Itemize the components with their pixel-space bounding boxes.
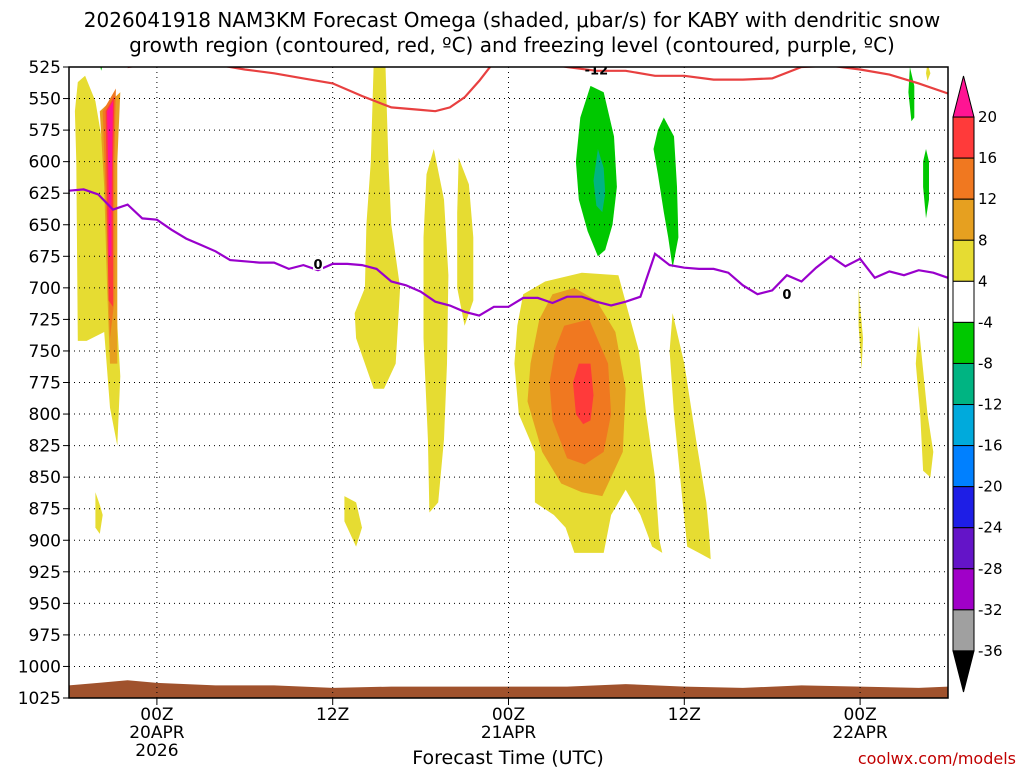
omega-region-17: [669, 313, 711, 560]
colorbar-bin-6: [952, 321, 975, 364]
colorbar-label-4: 4: [978, 272, 988, 290]
y-tick-label-750: 750: [29, 342, 61, 362]
colorbar-bin-0: [952, 75, 975, 118]
colorbar-bin-1: [952, 116, 975, 159]
freezing-level-label-bg-1: [781, 286, 792, 301]
terrain-layer: [69, 680, 948, 698]
colorbar-label-0: 20: [978, 108, 997, 126]
colorbar-bin-2: [952, 157, 975, 200]
omega-region-0: [74, 75, 121, 446]
colorbar-bin-10: [952, 486, 975, 529]
colorbar-bin-14: [952, 650, 975, 693]
colorbar-label-9: -20: [978, 478, 1003, 496]
freezing-level-label-1: 0: [782, 288, 791, 303]
omega-region-20: [926, 67, 931, 81]
x-axis-label: Forecast Time (UTC): [412, 747, 603, 768]
omega-region-4: [107, 101, 113, 257]
colorbar-bin-8: [952, 404, 975, 447]
colorbar-bin-3: [952, 198, 975, 241]
y-tick-label-600: 600: [29, 153, 61, 173]
colorbar-label-8: -16: [978, 437, 1003, 455]
omega-region-5: [95, 492, 103, 534]
colorbar-bin-11: [952, 527, 975, 570]
y-tick-label-525: 525: [29, 58, 61, 78]
colorbar-label-2: 12: [978, 190, 997, 208]
omega-region-8: [423, 149, 449, 513]
y-tick-label-700: 700: [29, 279, 61, 299]
x-tick-label-6-2: 2026: [135, 741, 178, 761]
colorbar-label-6: -8: [978, 354, 993, 372]
y-tick-label-625: 625: [29, 184, 61, 204]
freezing-level-label-bg-0: [313, 255, 324, 270]
omega-region-22: [923, 149, 929, 219]
x-tick-label-18-0: 12Z: [316, 705, 349, 725]
y-tick-label-1000: 1000: [18, 657, 61, 677]
colorbar-bin-13: [952, 609, 975, 652]
y-tick-label-975: 975: [29, 626, 61, 646]
y-tick-label-1025: 1025: [18, 689, 61, 709]
y-tick-label-775: 775: [29, 374, 61, 394]
omega-region-23: [100, 67, 103, 71]
y-tick-label-900: 900: [29, 531, 61, 551]
colorbar-label-12: -32: [978, 601, 1003, 619]
x-tick-label-42-0: 12Z: [668, 705, 701, 725]
y-axis-pressure: 525 550 575 600 625 650 675 700 725 750 775 800 825 8…: [18, 58, 69, 709]
dgz-contour-line: [127, 67, 948, 113]
colorbar-bin-7: [952, 362, 975, 406]
colorbar-bin-12: [952, 568, 975, 611]
omega-region-15: [593, 149, 606, 213]
omega-region-16: [653, 117, 679, 268]
x-tick-label-54-1: 22APR: [832, 723, 888, 743]
colorbar-bin-5: [952, 280, 975, 323]
y-tick-label-550: 550: [29, 90, 61, 110]
chart-title-line2: growth region (contoured, red, ºC) and f…: [129, 33, 895, 57]
y-tick-label-800: 800: [29, 405, 61, 425]
dgz-contour-label-0: -12: [585, 64, 609, 79]
chart-title-line1: 2026041918 NAM3KM Forecast Omega (shaded…: [84, 8, 940, 32]
contour-lines: -12 0 0: [69, 64, 948, 317]
y-tick-label-875: 875: [29, 500, 61, 520]
omega-region-18: [858, 287, 863, 370]
omega-region-19: [915, 325, 934, 478]
y-tick-label-575: 575: [29, 121, 61, 141]
colorbar-bin-4: [952, 239, 975, 282]
y-tick-label-925: 925: [29, 563, 61, 583]
colorbar-label-1: 16: [978, 149, 997, 167]
omega-region-6: [354, 67, 401, 389]
colorbar-bin-9: [952, 445, 975, 488]
x-tick-label-30-0: 00Z: [492, 705, 525, 725]
colorbar-label-3: 8: [978, 231, 988, 249]
freezing-level-line: [69, 188, 948, 317]
colorbar-label-10: -24: [978, 519, 1003, 537]
omega-region-13: [573, 363, 594, 425]
omega-shaded-regions: [74, 67, 934, 560]
dotted-grid: [69, 67, 948, 698]
site-credit: coolwx.com/models: [858, 749, 1016, 768]
terrain-fill: [69, 680, 948, 698]
y-tick-label-725: 725: [29, 310, 61, 330]
x-tick-label-6-0: 00Z: [140, 705, 173, 725]
plot-area: -12 0 0: [68, 64, 949, 699]
omega-region-21: [908, 67, 915, 122]
colorbar-label-7: -12: [978, 396, 1003, 414]
omega-region-9: [457, 157, 474, 326]
y-tick-label-825: 825: [29, 437, 61, 457]
colorbar-label-5: -4: [978, 313, 993, 331]
omega-region-7: [344, 496, 362, 547]
x-tick-label-54-0: 00Z: [843, 705, 876, 725]
x-tick-label-6-1: 20APR: [129, 723, 185, 743]
y-tick-label-650: 650: [29, 216, 61, 236]
freezing-level-label-0: 0: [314, 258, 323, 273]
colorbar-legend: 20 16 12 8 4 -4 -8 -12 -16 -20 -24 -28 -32 -36: [952, 75, 1003, 693]
x-tick-label-30-1: 21APR: [481, 723, 537, 743]
y-tick-label-850: 850: [29, 468, 61, 488]
y-tick-label-675: 675: [29, 247, 61, 267]
colorbar-label-13: -36: [978, 642, 1003, 660]
y-tick-label-950: 950: [29, 594, 61, 614]
colorbar-label-11: -28: [978, 560, 1003, 578]
